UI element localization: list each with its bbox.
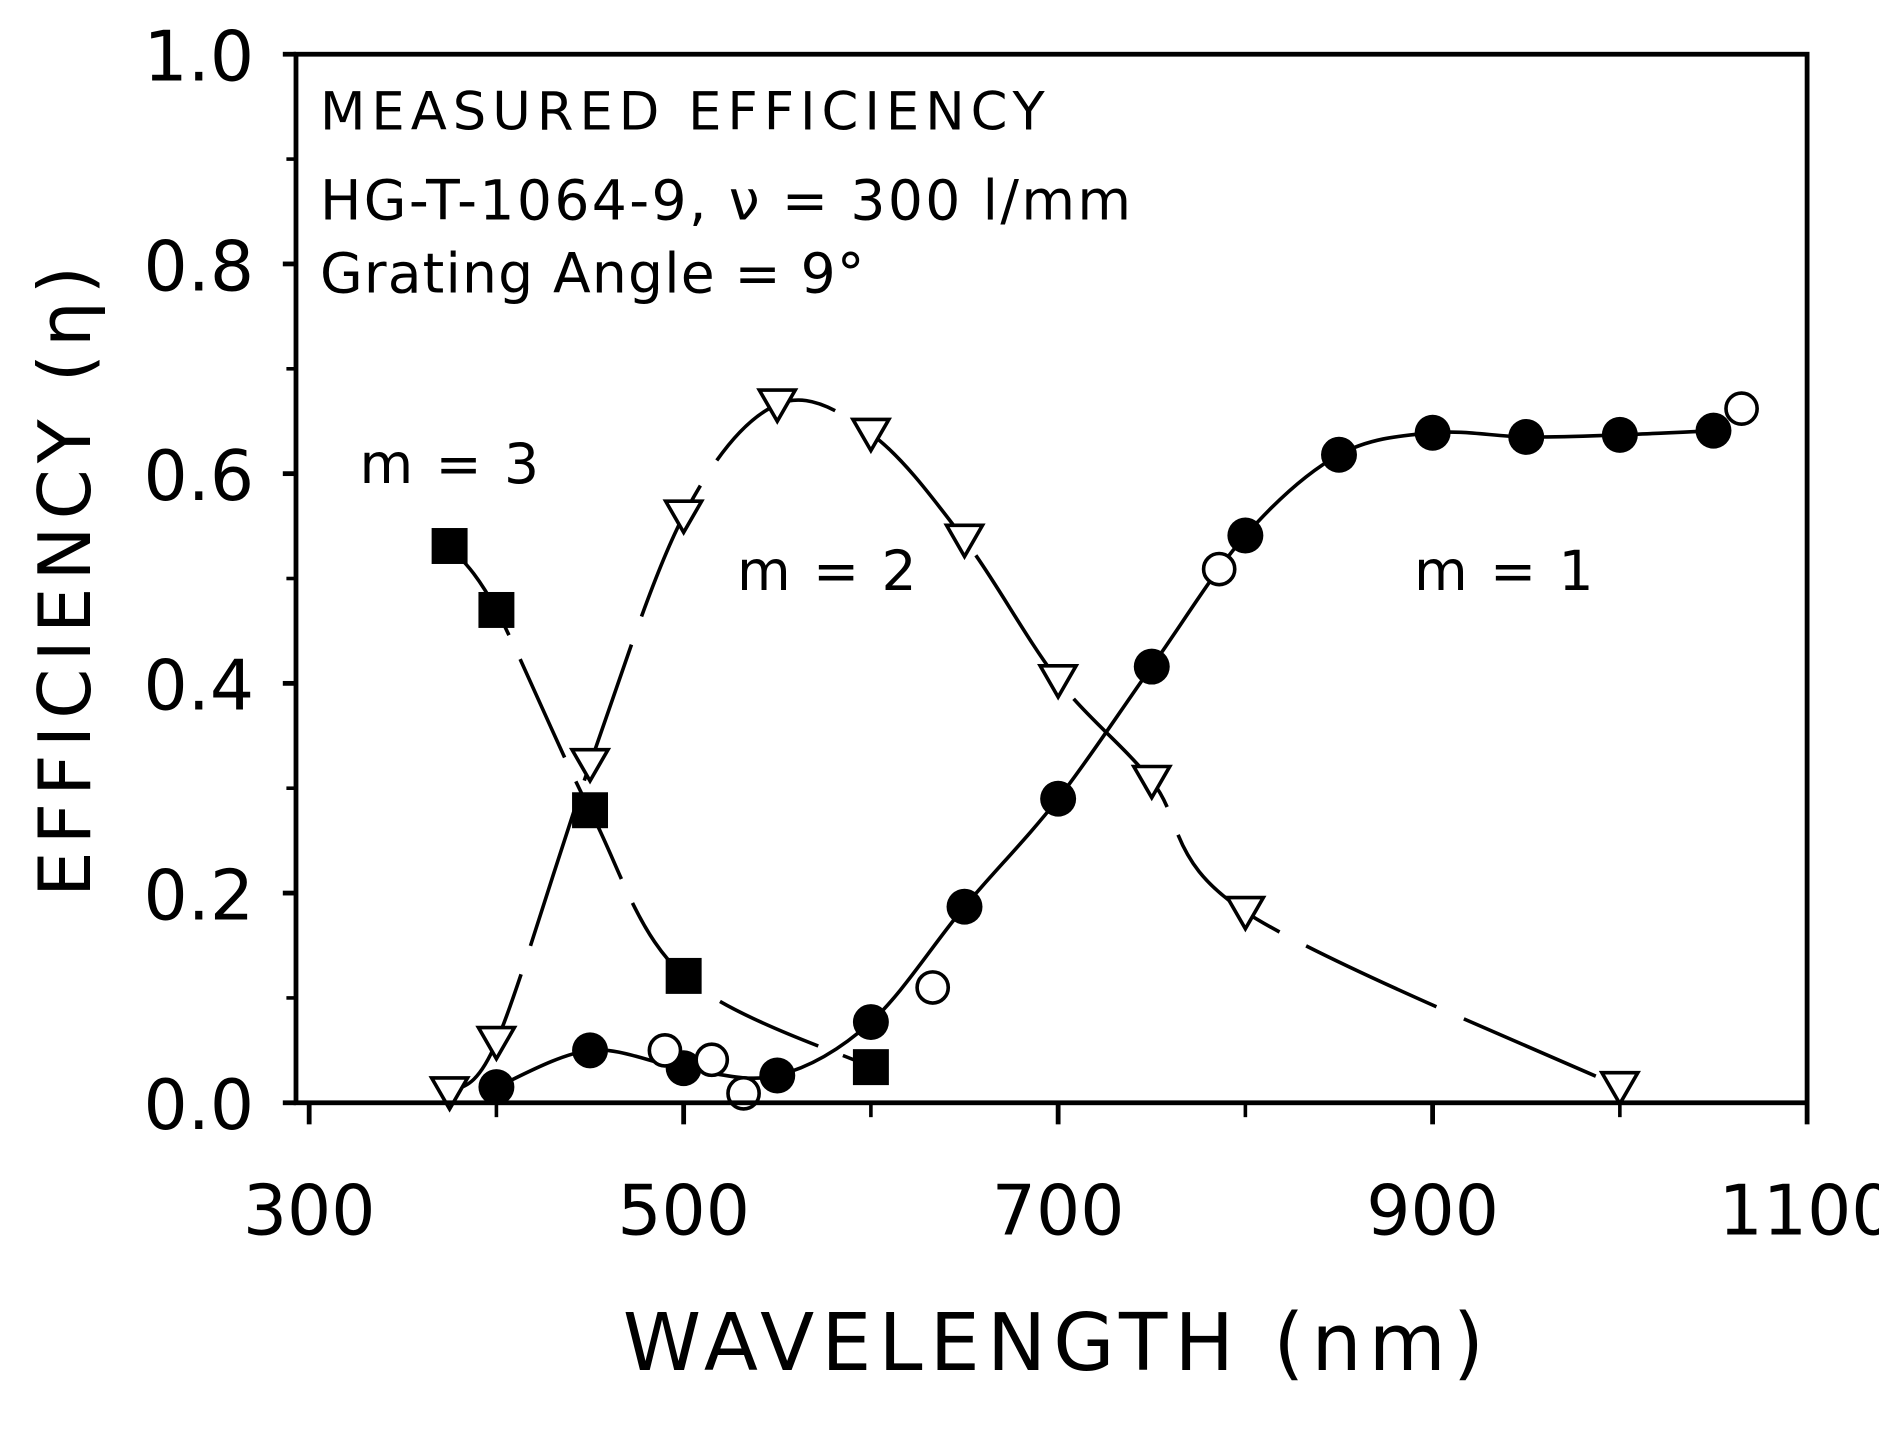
marker-open-triangle: [1037, 664, 1080, 701]
marker-open-triangle: [428, 1076, 471, 1113]
marker-filled-square: [572, 792, 609, 829]
marker-filled-circle: [946, 888, 983, 925]
x-axis-label: WAVELENGTH (nm): [623, 1297, 1491, 1389]
marker-open-triangle: [568, 747, 612, 785]
marker-filled-circle: [1414, 414, 1451, 451]
x-tick-label: 300: [243, 1171, 376, 1252]
marker-open-circle: [1201, 551, 1237, 587]
marker-filled-circle: [1133, 648, 1170, 685]
y-axis-label: EFFICIENCY (η): [23, 259, 107, 897]
marker-filled-circle: [572, 1032, 609, 1069]
annotation-angle: Grating Angle = 9°: [320, 242, 866, 306]
marker-filled-circle: [852, 1004, 889, 1041]
marker-filled-circle: [1040, 780, 1077, 817]
marker-filled-square: [431, 528, 468, 564]
marker-open-triangle: [756, 388, 799, 425]
ticks: 300 500 700 900 1100 0.0 0.2 0.4 0.6 0.8 1.0: [144, 17, 1879, 1252]
label-m2: m = 2: [737, 539, 919, 603]
y-tick-label: 0.8: [144, 226, 255, 307]
marker-filled-square: [665, 957, 702, 994]
marker-open-circle: [694, 1042, 730, 1078]
y-tick-label: 1.0: [144, 17, 255, 98]
marker-open-circle: [915, 970, 951, 1005]
marker-filled-circle: [1695, 412, 1732, 449]
curve-series-2: [448, 398, 1621, 1094]
marker-open-triangle: [662, 499, 705, 536]
y-tick-label: 0.2: [144, 855, 255, 936]
marker-filled-square: [478, 591, 515, 628]
markers: [428, 388, 1759, 1113]
x-tick-label: 900: [1366, 1171, 1499, 1252]
marker-open-triangle: [1598, 1070, 1641, 1108]
marker-filled-circle: [1321, 436, 1357, 473]
marker-open-triangle: [943, 523, 986, 561]
marker-filled-square: [852, 1049, 889, 1086]
x-tick-label: 700: [992, 1171, 1125, 1252]
curves: [448, 398, 1714, 1094]
y-tick-label: 0.0: [144, 1065, 255, 1146]
marker-open-circle: [1724, 391, 1759, 427]
marker-filled-circle: [478, 1069, 515, 1106]
label-m3: m = 3: [360, 432, 542, 496]
marker-open-triangle: [1224, 895, 1267, 933]
plot-frame: [293, 51, 1810, 1106]
x-tick-label: 1100: [1719, 1171, 1879, 1252]
label-m1: m = 1: [1414, 539, 1596, 603]
marker-filled-circle: [1601, 416, 1638, 453]
marker-open-triangle: [475, 1025, 518, 1063]
y-tick-label: 0.4: [144, 646, 255, 727]
marker-filled-circle: [759, 1057, 796, 1094]
marker-filled-circle: [1508, 418, 1545, 455]
marker-open-triangle: [1130, 764, 1173, 802]
marker-filled-circle: [1227, 517, 1264, 554]
x-tick-label: 500: [617, 1171, 750, 1252]
marker-open-circle: [647, 1032, 683, 1068]
marker-open-triangle: [849, 417, 892, 455]
annotation-title: MEASURED EFFICIENCY: [320, 82, 1051, 143]
annotation-grating: HG-T-1064-9, ν = 300 l/mm: [320, 169, 1134, 233]
y-tick-label: 0.6: [144, 436, 255, 517]
